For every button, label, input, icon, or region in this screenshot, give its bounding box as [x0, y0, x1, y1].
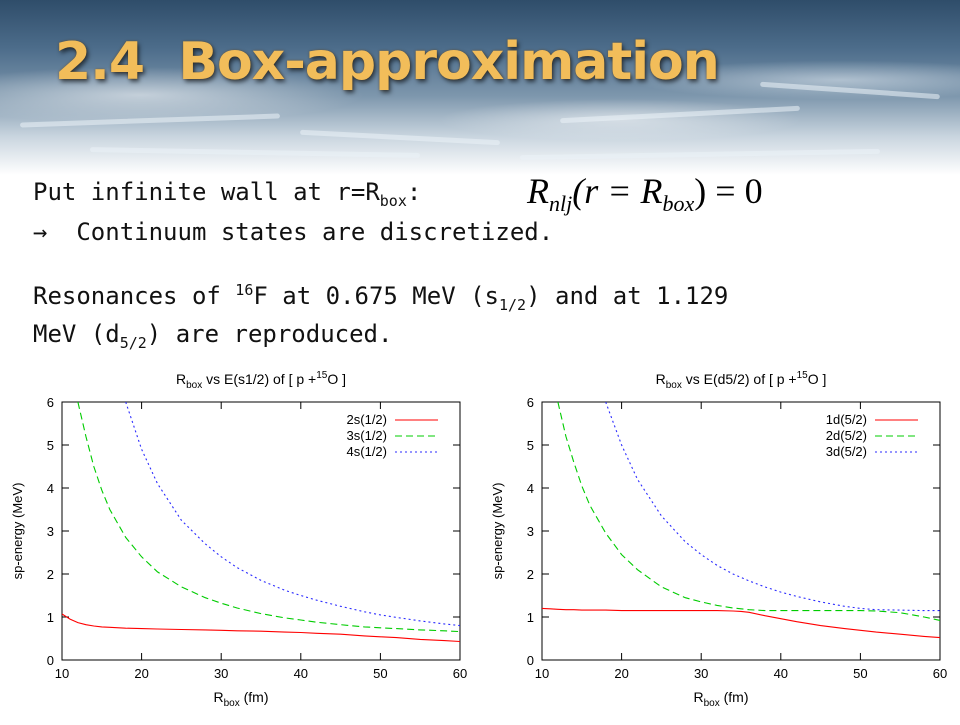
line3-c: ) and at 1.129 [526, 282, 729, 310]
chart-d-series-line-2 [557, 402, 940, 621]
chart-s-xtick-label: 30 [214, 666, 228, 681]
chart-d-xlabel-sub: box [704, 698, 720, 709]
chart-s-title-sub: box [186, 380, 202, 391]
chart-d-legend-label-1: 1d(5/2) [826, 412, 867, 427]
chart-d-ytick-label: 3 [527, 524, 534, 539]
chart-d-legend-label-2: 2d(5/2) [826, 428, 867, 443]
eq-r: R [527, 171, 549, 211]
chart-d-ytick-label: 1 [527, 610, 534, 625]
chart-d-xtick-label: 30 [694, 666, 708, 681]
line3-subscript: 1/2 [499, 295, 527, 314]
chart-s-xtick-label: 50 [373, 666, 387, 681]
chart-s-xtick-label: 40 [294, 666, 308, 681]
chart-s-wave-svg: Rbox vs E(s1/2) of [ p +15O ]10 20 30 40 50 6… [10, 370, 467, 709]
chart-d-xtick-label: 10 [535, 666, 549, 681]
chart-s-xtick-label: 10 [55, 666, 69, 681]
chart-d-xtick-label: 40 [774, 666, 788, 681]
chart-d-legend-label-3: 3d(5/2) [826, 444, 867, 459]
chart-d-xtick-label: 50 [853, 666, 867, 681]
chart-d-title-mid: vs E(d5/2) of [ p + [682, 371, 797, 387]
chart-d-ytick-label: 2 [527, 567, 534, 582]
chart-s-title-sup: 15 [316, 370, 328, 381]
chart-s-ytick-label: 2 [47, 567, 54, 582]
chart-d-title: Rbox vs E(d5/2) of [ p +15O ] [656, 370, 827, 391]
resonances-line-2: MeV (d5/2) are reproduced. [33, 320, 392, 352]
chart-d-xlabel: Rbox (fm) [693, 689, 748, 709]
chart-d-title-sup: 15 [797, 370, 809, 381]
line1-box-subscript: box [379, 191, 407, 210]
chart-d-xlabel-r: R [693, 689, 703, 705]
chart-s-title-end: O ] [327, 371, 346, 387]
line3-superscript: 16 [235, 281, 254, 299]
chart-s-series-line-3 [125, 402, 460, 627]
line2-text: Continuum states are discretized. [47, 218, 554, 246]
boundary-condition-equation: Rnlj(r = Rbox) = 0 [527, 170, 763, 217]
line3-b: F at 0.675 MeV (s [253, 282, 499, 310]
chart-d-ytick-label: 5 [527, 438, 534, 453]
chart-d-title-end: O ] [808, 371, 827, 387]
chart-s-ytick-label: 3 [47, 524, 54, 539]
chart-s-legend-label-2: 3s(1/2) [347, 428, 387, 443]
chart-d-ytick-label: 0 [527, 653, 534, 668]
resonances-line-1: Resonances of 16F at 0.675 MeV (s1/2) an… [33, 281, 728, 314]
chart-d-ytick-label: 4 [527, 481, 534, 496]
eq-zero: 0 [744, 171, 763, 211]
chart-s-wave: Rbox vs E(s1/2) of [ p +15O ] 10 20 30 40 50 6… [0, 358, 480, 720]
chart-s-xlabel: Rbox (fm) [213, 689, 268, 709]
line4-b: ) are reproduced. [146, 320, 393, 348]
chart-d-frame [541, 401, 941, 661]
chart-s-legend-label-1: 2s(1/2) [347, 412, 387, 427]
chart-s-ytick-label: 6 [47, 395, 54, 410]
chart-d-xtick-label: 60 [933, 666, 947, 681]
chart-s-ytick-label: 4 [47, 481, 54, 496]
chart-s-ytick-label: 5 [47, 438, 54, 453]
chart-s-ylabel: sp-energy (MeV) [10, 483, 25, 580]
chart-s-title-r: R [176, 371, 186, 387]
eq-close: ) = [694, 171, 745, 211]
line1-prefix: Put infinite wall at r=R [33, 178, 380, 206]
chart-d-wave-svg: Rbox vs E(d5/2) of [ p +15O ]10 20 30 40 50 6… [490, 370, 947, 709]
chart-d-title-r: R [656, 371, 666, 387]
line1-suffix: : [406, 178, 436, 206]
chart-s-ytick-label: 1 [47, 610, 54, 625]
chart-s-title: Rbox vs E(s1/2) of [ p +15O ] [176, 370, 346, 391]
right-arrow-icon: → [33, 218, 48, 246]
chart-d-ytick-label: 6 [527, 395, 534, 410]
chart-d-title-sub: box [666, 380, 682, 391]
chart-s-xtick-label: 20 [134, 666, 148, 681]
slide-title: 2.4 Box-approximation [55, 32, 720, 92]
chart-s-xtick-label: 60 [453, 666, 467, 681]
chart-d-wave: Rbox vs E(d5/2) of [ p +15O ] 10 20 30 40 50 6… [480, 358, 960, 720]
chart-s-series-line-2 [77, 402, 460, 633]
chart-s-title-mid: vs E(s1/2) of [ p + [202, 371, 316, 387]
title-banner: 2.4 Box-approximation [0, 0, 960, 175]
infinite-wall-line: Put infinite wall at r=Rbox: [33, 178, 436, 210]
chart-d-series-line-1 [542, 607, 940, 639]
line4-subscript: 5/2 [119, 333, 147, 352]
chart-d-xlabel-rest: (fm) [720, 689, 749, 705]
chart-s-series-line-1 [62, 613, 460, 643]
discretized-line: → Continuum states are discretized. [33, 218, 553, 246]
chart-s-legend-label-3: 4s(1/2) [347, 444, 387, 459]
eq-nlj-subscript: nlj [549, 191, 573, 217]
eq-open: (r = R [572, 171, 663, 211]
chart-d-ylabel: sp-energy (MeV) [490, 483, 505, 580]
chart-s-ytick-label: 0 [47, 653, 54, 668]
eq-box-subscript: box [662, 191, 695, 217]
chart-s-xlabel-r: R [213, 689, 223, 705]
line3-a: Resonances of [33, 282, 236, 310]
chart-s-xlabel-sub: box [224, 698, 240, 709]
line4-a: MeV (d [33, 320, 120, 348]
chart-d-series-line-3 [605, 402, 940, 612]
chart-s-xlabel-rest: (fm) [240, 689, 269, 705]
chart-d-xtick-label: 20 [614, 666, 628, 681]
